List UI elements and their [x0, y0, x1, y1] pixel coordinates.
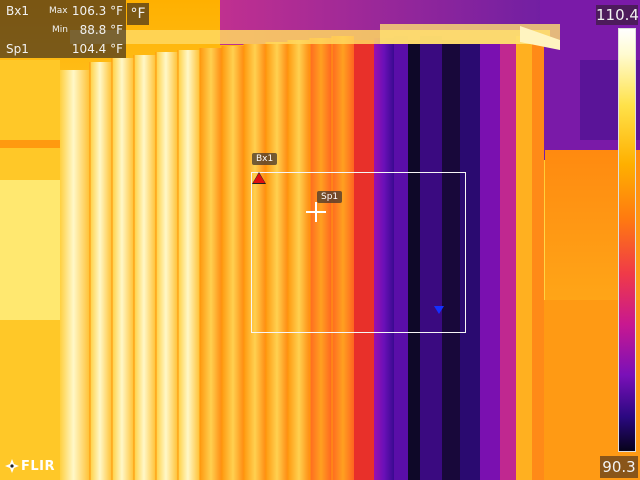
cold-spot-triangle-icon: [434, 306, 444, 314]
crosshair-icon[interactable]: [306, 202, 326, 222]
min-value: 88.8 °F: [80, 23, 123, 37]
max-label: Max: [49, 6, 68, 16]
max-value: 106.3 °F: [72, 4, 123, 18]
scale-max-value: 110.4: [596, 5, 638, 25]
box-label: Bx1: [6, 4, 29, 18]
box-tag: Bx1: [252, 153, 277, 165]
color-scale-bar: [618, 28, 636, 452]
measurement-panel: Bx1 Max 106.3 °F Min 88.8 °F Sp1 104.4 °…: [0, 0, 126, 58]
scale-min-value: 90.3: [600, 456, 638, 478]
min-label: Min: [52, 25, 68, 35]
hot-spot-triangle-icon: [253, 173, 265, 183]
spot-value: 104.4 °F: [72, 42, 123, 56]
spot-label: Sp1: [6, 42, 29, 56]
flir-logo: FLIR: [5, 457, 55, 475]
flir-logo-icon: [5, 459, 19, 473]
logo-text: FLIR: [21, 459, 55, 474]
temperature-unit: °F: [127, 3, 149, 25]
